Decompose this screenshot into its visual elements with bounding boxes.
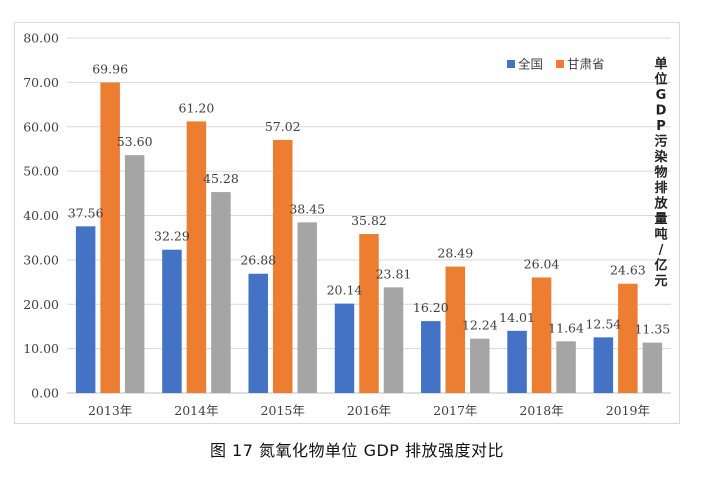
data-label: 35.82: [351, 213, 387, 228]
bar: [445, 266, 466, 393]
bar: [124, 155, 145, 393]
x-axis-ticks: 2013年 2014年 2015年 2016年 2017年 2018年 2019年: [88, 403, 650, 418]
bar: [359, 234, 379, 393]
figure-caption: 图 17 氮氧化物单位 GDP 排放强度对比: [209, 441, 505, 460]
data-label: 57.02: [265, 119, 301, 134]
bar: [297, 222, 317, 393]
y-axis-ticks: 0.00 10.00 20.00 30.00 40.00 50.00 60.00 70.00 8…: [23, 31, 59, 401]
data-label: 61.20: [179, 100, 215, 115]
legend-entry: 全国: [518, 57, 543, 72]
bar: [334, 303, 355, 393]
bar: [248, 273, 268, 393]
data-label: 23.81: [376, 266, 412, 281]
bar: [593, 337, 614, 393]
x-tick-label: 2018年: [519, 403, 563, 418]
y-tick-label: 0.00: [31, 386, 59, 401]
data-label: 26.04: [524, 256, 560, 271]
data-label: 20.14: [327, 283, 363, 298]
bar: [162, 249, 182, 393]
y-tick-label: 50.00: [23, 164, 59, 179]
bar: [186, 121, 207, 394]
bar: [421, 321, 441, 393]
bar: [470, 338, 490, 393]
x-tick-label: 2014年: [174, 403, 218, 418]
y-tick-label: 80.00: [23, 31, 59, 46]
data-label: 12.54: [585, 316, 621, 331]
bar: [642, 342, 663, 393]
x-tick-label: 2015年: [261, 403, 305, 418]
data-label: 26.88: [240, 253, 276, 268]
bar: [531, 277, 552, 393]
data-label: 69.96: [92, 62, 128, 77]
data-label: 38.45: [289, 201, 325, 216]
data-label: 45.28: [203, 171, 239, 186]
data-label: 14.01: [499, 310, 535, 325]
x-tick-label: 2013年: [88, 403, 132, 418]
y-tick-label: 10.00: [23, 341, 59, 356]
bar-chart: 0.00 10.00 20.00 30.00 40.00 50.00 60.00 70.00 8…: [23, 31, 671, 418]
data-label: 16.20: [413, 300, 449, 315]
y-tick-label: 70.00: [23, 75, 59, 90]
data-labels: 37.56 69.96 53.60 32.29 61.20 45.28 26.88 57.02…: [68, 62, 671, 337]
data-label: 37.56: [68, 205, 104, 220]
bar: [556, 341, 576, 393]
bar: [272, 139, 293, 393]
bar: [211, 192, 231, 393]
data-label: 12.24: [462, 318, 498, 333]
y-tick-label: 20.00: [23, 297, 59, 312]
bars: [75, 82, 663, 394]
y-axis-label: 单位 G D P 污染物排放量吨/亿元: [653, 56, 668, 289]
bar: [75, 226, 96, 393]
x-tick-label: 2019年: [606, 403, 650, 418]
data-label: 11.64: [548, 320, 584, 335]
y-tick-label: 40.00: [23, 208, 59, 223]
x-tick-label: 2016年: [347, 403, 391, 418]
data-label: 11.35: [634, 322, 670, 337]
legend-swatch: [556, 60, 564, 68]
legend: 全国 甘肃省: [507, 57, 605, 72]
data-label: 32.29: [154, 229, 190, 244]
bar: [100, 82, 120, 394]
y-tick-label: 60.00: [23, 119, 59, 134]
bar: [507, 330, 527, 393]
bar: [618, 283, 638, 393]
y-tick-label: 30.00: [23, 252, 59, 267]
data-label: 24.63: [610, 263, 646, 278]
data-label: 28.49: [437, 246, 473, 261]
x-tick-label: 2017年: [433, 403, 477, 418]
legend-swatch: [507, 60, 515, 68]
bar: [383, 287, 404, 393]
chart-frame: 0.00 10.00 20.00 30.00 40.00 50.00 60.00 70.00 8…: [14, 22, 680, 424]
data-label: 53.60: [117, 134, 153, 149]
legend-entry: 甘肃省: [567, 57, 605, 72]
